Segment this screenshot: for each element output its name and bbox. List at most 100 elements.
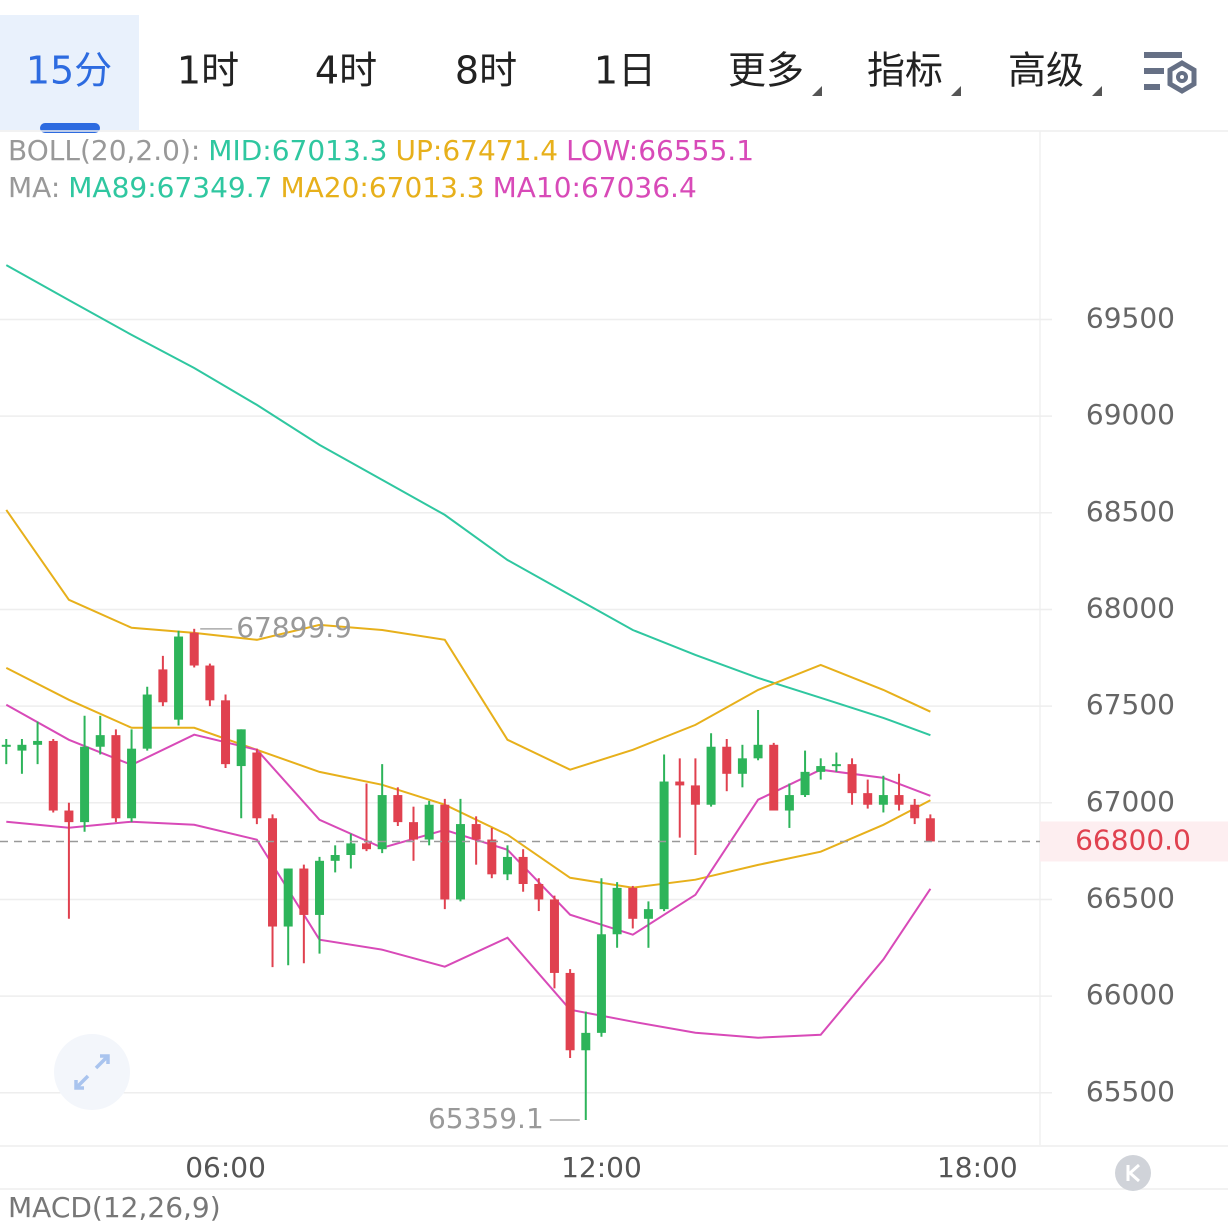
dropdown-caret	[812, 86, 822, 96]
tab[interactable]: 15分	[26, 49, 112, 93]
indicator-label: MACD(12,26,9)	[8, 1191, 221, 1224]
expand-button[interactable]	[54, 1034, 130, 1110]
indicator-line	[5, 509, 931, 771]
legend-label: BOLL(20,2.0):	[8, 134, 200, 167]
grid: 65500 66000 66500 67000 67500 68000 68500 69000…	[0, 301, 1175, 1184]
icon-hex	[1167, 60, 1197, 94]
active-tab-bg	[0, 15, 139, 130]
candle-body	[534, 884, 544, 900]
candle-body	[722, 746, 732, 774]
candle-body	[252, 752, 262, 819]
legend-item: MA20:67013.3	[280, 171, 484, 204]
candle-body	[910, 804, 920, 819]
x-tick-label: 06:00	[185, 1151, 266, 1184]
tab[interactable]: 1时	[177, 49, 239, 93]
tab[interactable]: 1日	[594, 49, 656, 93]
candle-body	[878, 795, 888, 805]
legend-item: UP:67471.4	[396, 134, 559, 167]
candle-body	[221, 700, 231, 765]
k-button[interactable]	[1115, 1155, 1151, 1191]
candle-body	[581, 1032, 591, 1051]
candle-body	[205, 665, 215, 701]
dropdown-caret	[1092, 86, 1102, 96]
tab[interactable]: 高级	[1008, 49, 1084, 93]
k-glyph	[1126, 1163, 1140, 1183]
candle-body	[346, 843, 356, 855]
tab[interactable]: 4时	[315, 49, 377, 93]
overlay: 67899.9 65359.1 66800.0	[0, 611, 1228, 1135]
icon-dot	[1176, 71, 1188, 83]
candle-body	[659, 781, 669, 910]
legend-label: MA:	[8, 171, 60, 204]
candle-body	[80, 746, 90, 823]
k-bg	[1115, 1155, 1151, 1191]
candle-body	[800, 771, 810, 796]
candle-body	[847, 764, 857, 794]
candle-body	[393, 795, 403, 823]
candle-body	[690, 785, 700, 805]
candle-body	[487, 839, 497, 875]
candle-body	[315, 860, 325, 915]
candle-body	[925, 818, 935, 842]
candle-body	[643, 909, 653, 919]
legend-row: MA: MA89:67349.7 MA20:67013.3 MA10:67036.4	[8, 171, 697, 204]
y-tick-label: 68500	[1086, 495, 1175, 528]
candle-body	[863, 793, 873, 805]
candle-body	[330, 855, 340, 861]
y-tick-label: 66500	[1086, 881, 1175, 914]
candle-body	[596, 934, 606, 1033]
candle-body	[455, 824, 465, 900]
candle-body	[1, 744, 11, 747]
candle-body	[268, 818, 278, 927]
tab[interactable]: 8时	[455, 49, 517, 93]
x-tick-label: 12:00	[561, 1151, 642, 1184]
tab[interactable]: 指标	[867, 49, 943, 93]
tab-bar: 15分 1时 4时 8时 1日 更多 指标 高级	[26, 49, 1102, 96]
candle-body	[33, 740, 43, 745]
low-label: 65359.1	[428, 1102, 544, 1135]
candle-body	[424, 804, 434, 840]
legend-row: BOLL(20,2.0): MID:67013.3 UP:67471.4 LOW:66…	[8, 134, 754, 167]
candle-body	[95, 735, 105, 747]
legend-item: MID:67013.3	[208, 134, 387, 167]
candle-body	[127, 748, 137, 819]
candle-body	[565, 972, 575, 1051]
candle-body	[17, 744, 27, 751]
candle-body	[362, 843, 372, 850]
settings-icon[interactable]	[1144, 52, 1197, 94]
y-tick-label: 67500	[1086, 688, 1175, 721]
y-tick-label: 69000	[1086, 398, 1175, 431]
indicator-line	[6, 820, 932, 1039]
candle-body	[440, 804, 450, 900]
candle-body	[628, 887, 638, 919]
legend-item: LOW:66555.1	[566, 134, 754, 167]
expand-bg	[54, 1034, 130, 1110]
candle-body	[189, 632, 199, 666]
candle-body	[737, 758, 747, 774]
candle-body	[48, 740, 58, 811]
candle-body	[894, 795, 904, 805]
legend-item: MA10:67036.4	[493, 171, 697, 204]
candle-body	[471, 824, 481, 840]
y-tick-label: 69500	[1086, 301, 1175, 334]
x-tick-label: 18:00	[937, 1151, 1018, 1184]
candle-body	[675, 781, 685, 786]
candle-body	[502, 856, 512, 875]
candle-body	[111, 735, 121, 819]
y-tick-label: 68000	[1086, 591, 1175, 624]
y-tick-label: 67000	[1086, 785, 1175, 818]
dropdown-caret	[951, 86, 961, 96]
candle-body	[236, 729, 246, 767]
candle-body	[408, 822, 418, 840]
tab[interactable]: 更多	[728, 49, 804, 93]
candle-body	[549, 899, 559, 973]
candle-body	[816, 766, 826, 772]
candle-body	[142, 694, 152, 749]
last-price-label: 66800.0	[1075, 823, 1191, 856]
y-tick-label: 66000	[1086, 978, 1175, 1011]
candle-body	[753, 744, 763, 759]
candle-body	[769, 744, 779, 811]
